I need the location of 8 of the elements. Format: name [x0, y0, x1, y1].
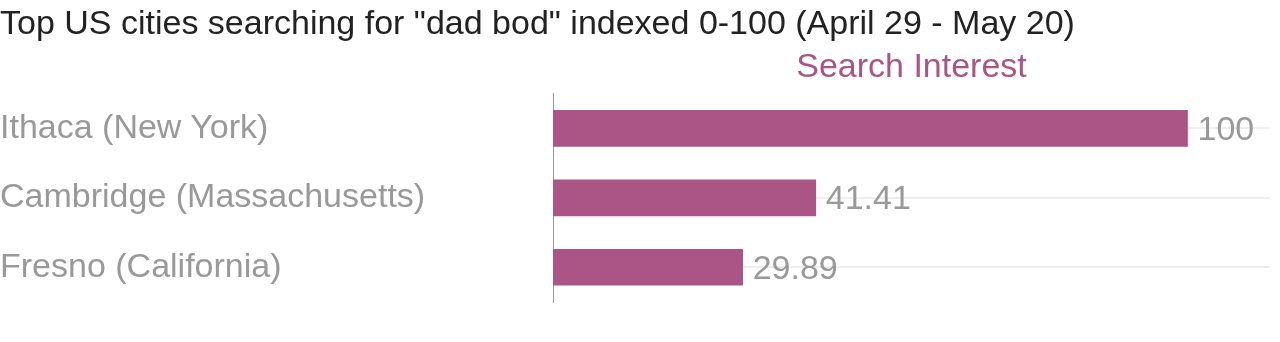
- chart-title: Top US cities searching for "dad bod" indexed 0-100 (April 29 - May 20): [0, 2, 1075, 41]
- y-tick-label: Cambridge (Massachusetts): [0, 176, 426, 215]
- data-label: 29.89: [752, 247, 838, 286]
- x-axis-title: Search Interest: [796, 45, 1028, 84]
- y-tick-label: Fresno (California): [0, 245, 282, 284]
- data-label: 41.41: [825, 178, 911, 217]
- data-label: 100: [1197, 108, 1255, 147]
- y-tick-label: Ithaca (New York): [0, 106, 269, 145]
